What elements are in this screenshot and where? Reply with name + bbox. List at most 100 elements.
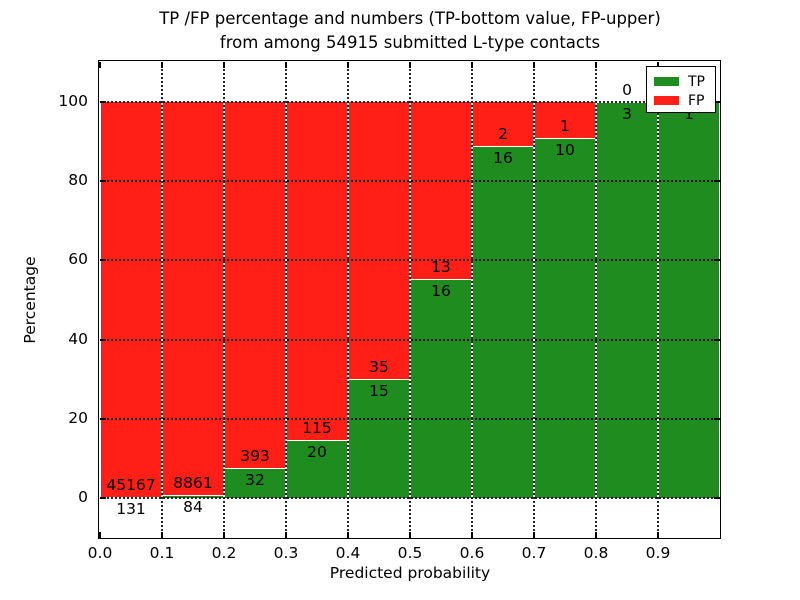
x-tick-label: 0.4 bbox=[335, 544, 361, 562]
x-tick-bottom bbox=[533, 532, 535, 538]
bar-label-tp: 20 bbox=[307, 442, 327, 461]
bar-label-tp: 16 bbox=[431, 282, 451, 301]
y-tick-label: 40 bbox=[68, 329, 88, 348]
bar-segment-tp bbox=[410, 279, 472, 499]
y-tick-left bbox=[100, 180, 106, 182]
chart-title-line2: from among 54915 submitted L-type contac… bbox=[219, 33, 601, 52]
y-tick-right bbox=[714, 418, 720, 420]
y-tick-right bbox=[714, 100, 720, 103]
chart-title-line1: TP /FP percentage and numbers (TP-bottom… bbox=[159, 9, 661, 28]
x-tick-top bbox=[99, 62, 101, 68]
bar-segment-tp bbox=[596, 101, 658, 499]
x-tick-top bbox=[409, 62, 411, 68]
x-tick-label: 0.1 bbox=[149, 544, 175, 562]
bar-label-fp: 1 bbox=[560, 116, 570, 135]
x-tick-label: 0.6 bbox=[459, 544, 485, 562]
x-tick-top bbox=[285, 62, 287, 68]
x-tick-top bbox=[533, 62, 535, 68]
bar-label-tp: 32 bbox=[245, 471, 265, 490]
x-axis-label: Predicted probability bbox=[329, 564, 491, 582]
bar-segment-fp bbox=[410, 101, 472, 280]
y-tick-left bbox=[100, 259, 106, 262]
x-tick-top bbox=[223, 62, 225, 68]
x-tick-top bbox=[595, 62, 597, 68]
gridline-vertical bbox=[285, 62, 287, 538]
y-tick-left bbox=[100, 100, 106, 103]
bar-label-fp: 35 bbox=[369, 358, 389, 377]
x-tick-bottom bbox=[285, 532, 287, 538]
x-tick-label: 0.9 bbox=[645, 544, 671, 562]
tp-legend-swatch-icon bbox=[654, 77, 679, 86]
bar-label-tp: 16 bbox=[493, 148, 513, 167]
x-tick-top bbox=[471, 62, 473, 68]
bar-segment-tp bbox=[658, 101, 720, 499]
legend-entry-tp: TP bbox=[654, 72, 715, 91]
bar-label-fp: 393 bbox=[240, 447, 270, 466]
gridline-horizontal bbox=[100, 338, 720, 341]
gridline-horizontal bbox=[100, 100, 720, 103]
bar-segment-tp bbox=[534, 137, 596, 499]
x-tick-bottom bbox=[99, 532, 101, 538]
bar-segment-fp bbox=[224, 101, 286, 469]
y-tick-label: 80 bbox=[68, 171, 88, 189]
bar-label-tp: 15 bbox=[369, 382, 389, 401]
x-tick-bottom bbox=[161, 532, 163, 538]
x-tick-bottom bbox=[595, 532, 597, 538]
x-tick-bottom bbox=[347, 532, 349, 538]
bar-label-tp: 131 bbox=[116, 500, 146, 519]
y-tick-label: 100 bbox=[58, 91, 88, 110]
bar-segment-fp bbox=[162, 101, 224, 495]
bar-label-fp: 8861 bbox=[173, 473, 213, 492]
x-tick-label: 0.3 bbox=[273, 544, 299, 562]
gridline-vertical bbox=[595, 62, 597, 538]
y-tick-left bbox=[100, 338, 106, 341]
y-tick-label: 20 bbox=[68, 409, 88, 427]
gridline-vertical bbox=[533, 62, 535, 538]
gridline-vertical bbox=[223, 62, 225, 538]
x-tick-top bbox=[657, 62, 659, 68]
y-tick-label: 0 bbox=[78, 488, 88, 507]
gridline-vertical bbox=[471, 62, 473, 538]
bar-label-fp: 45167 bbox=[106, 476, 156, 495]
y-tick-right bbox=[714, 497, 720, 500]
bar-label-fp: 115 bbox=[302, 418, 332, 437]
bar-label-tp: 10 bbox=[555, 140, 575, 159]
bar-label-tp: 1 bbox=[684, 104, 694, 123]
y-tick-left bbox=[100, 418, 106, 420]
x-tick-bottom bbox=[471, 532, 473, 538]
x-tick-label: 0.7 bbox=[521, 544, 547, 562]
bar-segment-tp bbox=[472, 145, 534, 499]
x-tick-label: 0.8 bbox=[583, 544, 609, 562]
legend: TP FP bbox=[646, 66, 716, 113]
legend-label-tp: TP bbox=[688, 73, 705, 90]
x-tick-top bbox=[161, 62, 163, 68]
gridline-horizontal bbox=[100, 259, 720, 262]
gridline-horizontal bbox=[100, 497, 720, 500]
legend-entry-fp: FP bbox=[654, 91, 715, 110]
x-tick-top bbox=[347, 62, 349, 68]
bar-segment-fp bbox=[100, 101, 162, 498]
y-tick-right bbox=[714, 180, 720, 182]
bar-label-fp: 13 bbox=[431, 258, 451, 277]
y-tick-right bbox=[714, 259, 720, 262]
y-tick-left bbox=[100, 497, 106, 500]
gridline-horizontal bbox=[100, 180, 720, 182]
bar-segment-fp bbox=[348, 101, 410, 380]
x-tick-label: 0.0 bbox=[87, 544, 113, 562]
plot-area: 45167 131 8861 84 393 32 115 20 35 15 13 16 2 16 1 10 0 3… bbox=[99, 62, 720, 538]
bar-label-tp: 3 bbox=[622, 104, 632, 123]
fp-legend-swatch-icon bbox=[654, 96, 679, 105]
bar-segment-fp bbox=[286, 101, 348, 440]
legend-label-fp: FP bbox=[688, 92, 705, 109]
gridline-vertical bbox=[161, 62, 163, 538]
bar-segment-tp bbox=[348, 379, 410, 499]
x-tick-label: 0.5 bbox=[397, 544, 423, 562]
gridline-vertical bbox=[409, 62, 411, 538]
y-tick-right bbox=[714, 338, 720, 341]
y-tick-label: 60 bbox=[68, 250, 88, 269]
x-tick-bottom bbox=[409, 532, 411, 538]
bar-label-fp: 2 bbox=[498, 124, 508, 143]
x-tick-bottom bbox=[223, 532, 225, 538]
bar-label-tp: 84 bbox=[183, 497, 203, 516]
bar-label-fp: 0 bbox=[622, 80, 632, 99]
